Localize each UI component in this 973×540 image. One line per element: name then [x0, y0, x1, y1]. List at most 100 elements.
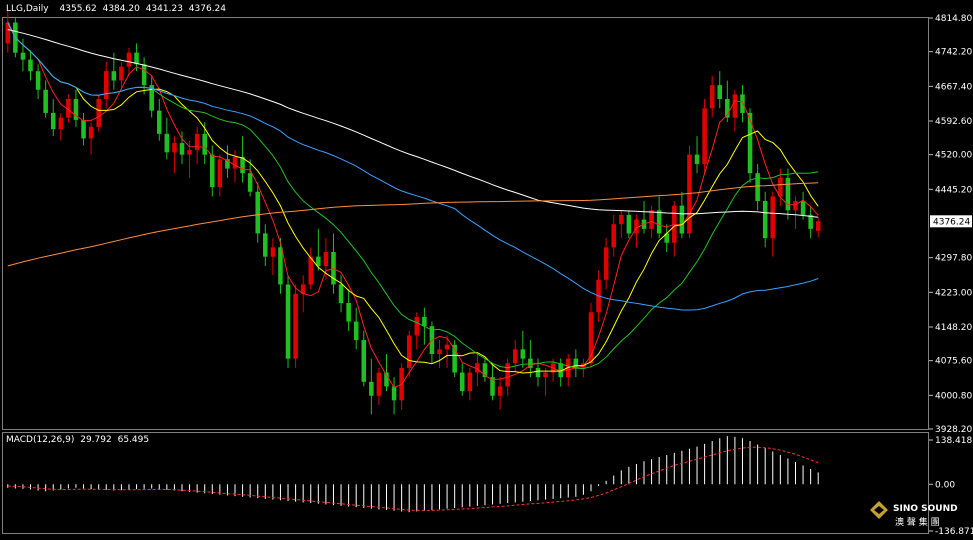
candle-body — [278, 247, 283, 285]
ma-red-line — [7, 22, 819, 389]
candle-body — [694, 154, 700, 164]
ohlc-values: 4355.62 4384.20 4341.23 4376.24 — [60, 4, 230, 14]
candle-body — [96, 99, 101, 127]
candle-body — [369, 381, 374, 396]
candle-body — [543, 372, 548, 378]
price-tick-label: 4297.80 — [935, 254, 972, 264]
ma-yellow-line — [7, 22, 819, 374]
candle-body — [202, 133, 207, 155]
candle-body — [232, 156, 238, 169]
candle-body — [679, 205, 685, 234]
candle-body — [20, 52, 26, 60]
macd-tick-label: -136.871 — [935, 527, 973, 536]
logo-text-bottom: 澳 聲 集 團 — [895, 516, 940, 528]
candle-body — [437, 349, 442, 354]
macd-signal-line — [7, 446, 819, 511]
candle-body — [43, 89, 48, 113]
price-tick-label: 4075.60 — [935, 357, 972, 367]
close-value: 4376.24 — [188, 4, 227, 14]
candle-body — [634, 219, 639, 234]
candle-body — [717, 85, 723, 100]
candle-body — [28, 59, 33, 72]
macd-tick-label: 138.418 — [935, 436, 972, 446]
candle-body — [384, 372, 389, 387]
candle-body — [482, 363, 488, 378]
candles-group — [5, 10, 821, 415]
candle-body — [422, 316, 427, 327]
low-value: 4341.23 — [145, 4, 183, 14]
candle-body — [505, 363, 510, 387]
candle-body — [656, 210, 662, 234]
logo-graphic: SINO SOUND 澳 聲 集 團 — [870, 501, 958, 528]
candle-body — [800, 201, 806, 215]
candle-body — [467, 372, 473, 392]
candle-body — [459, 372, 465, 392]
price-tick-label: 4445.20 — [935, 185, 972, 195]
candle-body — [747, 112, 753, 174]
chart-title-bar: LLG,Daily 4355.62 4384.20 4341.23 4376.2… — [6, 4, 229, 14]
candle-body — [649, 210, 654, 229]
candle-body — [141, 64, 147, 86]
candle-body — [725, 99, 730, 118]
candle-body — [103, 71, 109, 100]
candle-body — [119, 66, 124, 81]
price-tick-label: 4592.60 — [935, 117, 972, 127]
candle-body — [611, 224, 616, 248]
candle-body — [361, 340, 367, 382]
ma-white-line — [7, 29, 819, 218]
candle-body — [793, 201, 798, 211]
candle-body — [626, 214, 632, 234]
candle-body — [778, 177, 783, 197]
candle-body — [217, 159, 223, 188]
candle-body — [619, 214, 624, 225]
candle-body — [603, 247, 609, 280]
candle-body — [126, 52, 132, 67]
candle-body — [528, 358, 533, 368]
candle-body — [391, 386, 397, 401]
candle-body — [156, 110, 162, 134]
candle-body — [293, 293, 298, 359]
candle-body — [187, 150, 192, 155]
candle-body — [558, 363, 563, 378]
candle-body — [73, 99, 79, 120]
candle-body — [66, 99, 71, 118]
candle-body — [172, 143, 177, 153]
price-axis: 4814.80 4742.20 4667.40 4592.60 4520.00 4445.… — [929, 14, 972, 435]
candle-body — [740, 94, 745, 113]
open-value: 4355.62 — [59, 4, 97, 14]
candle-body — [520, 349, 526, 359]
sino-sound-logo: SINO SOUND 澳 聲 集 團 — [869, 498, 965, 532]
macd-name: MACD(12,26,9) — [6, 435, 75, 445]
candle-body — [316, 256, 321, 266]
price-tick-label: 4000.80 — [935, 391, 972, 401]
macd-tick-label: 0.00 — [935, 480, 955, 490]
candle-body — [270, 247, 276, 257]
candle-body — [35, 71, 41, 90]
macd-signal-group — [7, 446, 819, 511]
moving-averages-group — [7, 22, 819, 389]
candle-body — [755, 173, 760, 202]
macd-histogram-group — [7, 436, 819, 513]
candle-body — [588, 312, 594, 364]
candle-body — [240, 156, 245, 174]
main-panel-frame — [2, 17, 929, 430]
candle-body — [149, 85, 154, 111]
candle-body — [164, 133, 170, 153]
candle-body — [285, 284, 291, 359]
candle-body — [247, 173, 253, 192]
candle-body — [210, 154, 215, 188]
candle-body — [308, 256, 314, 285]
price-tick-label: 4667.40 — [935, 82, 972, 92]
macd-axis: 138.418 0.00 -136.871 — [929, 436, 973, 537]
candle-body — [263, 233, 268, 257]
price-tick-label: 4520.00 — [935, 151, 972, 161]
price-tick-label: 4742.20 — [935, 48, 972, 58]
candle-body — [452, 344, 457, 373]
macd-panel-frame — [2, 432, 929, 534]
candle-body — [255, 191, 261, 234]
candle-body — [338, 284, 344, 304]
candle-body — [300, 284, 306, 294]
current-price-label: 4376.24 — [933, 217, 970, 227]
